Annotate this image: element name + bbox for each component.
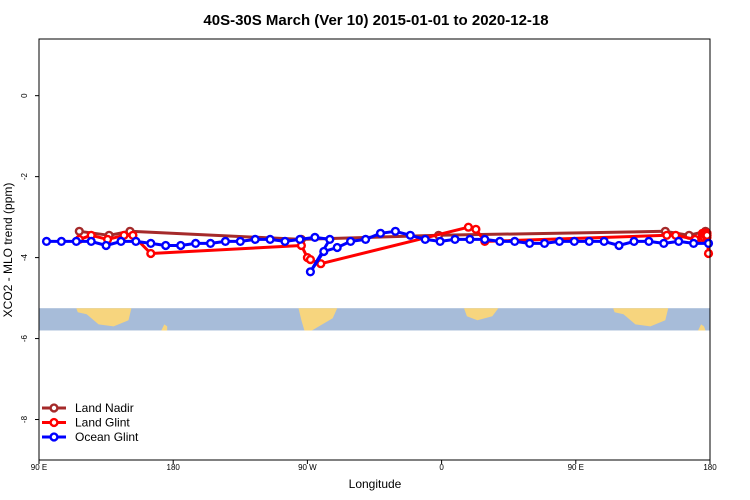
series-layer [41,222,714,277]
legend-item-land-nadir: Land Nadir [42,401,134,415]
data-point-ocean-glint-30 [450,234,460,245]
data-point-ocean-glint-12 [220,236,231,247]
x-tick-label-1: 180 [167,463,181,472]
legend-label-ocean-glint: Ocean Glint [75,430,139,444]
y-axis: 0 -2 -4 -6 -8 [20,93,39,423]
data-point-ocean-glint-7 [146,238,156,249]
land-mass-1 [464,308,499,321]
y-tick-label-0: 0 [20,93,29,98]
data-point-ocean-glint-9 [176,240,186,251]
plot-frame [38,38,711,461]
series-land-glint [74,222,714,269]
legend-marker-ocean-glint [49,432,59,442]
data-point-land-glint-5 [146,248,156,259]
x-axis-label: Longitude [349,477,402,491]
legend-item-ocean-glint: Ocean Glint [42,430,139,444]
data-point-ocean-glint-19 [325,234,335,245]
series-ocean-glint [41,226,714,277]
data-point-ocean-glint-34 [510,236,520,247]
data-point-ocean-glint-0 [41,236,52,247]
data-point-ocean-glint-2 [71,236,81,247]
data-point-land-glint-8 [305,255,316,265]
data-point-ocean-glint-38 [569,236,579,247]
land-mass-0 [298,308,338,331]
data-point-ocean-glint-11 [205,238,216,249]
data-point-land-glint-13 [662,230,672,240]
data-point-ocean-glint-32 [480,234,490,245]
ocean-band [39,308,710,331]
y-tick-label-4: -8 [20,415,29,423]
land-mass-2 [76,308,132,327]
data-point-ocean-glint-42 [629,236,639,247]
data-point-ocean-glint-33 [495,236,505,247]
data-point-ocean-glint-4 [101,240,111,251]
data-point-ocean-glint-18 [310,232,320,243]
data-point-ocean-glint-31 [465,234,475,245]
y-tick-label-2: -4 [20,253,29,261]
x-tick-label-3: 0 [439,463,444,472]
data-point-land-nadir-0 [74,226,84,236]
x-tick-label-0: 90 E [31,463,47,472]
legend-marker-land-glint [49,417,59,428]
legend-marker-land-nadir [49,403,59,413]
x-axis: 90 E 180 90 W 0 90 E 180 [31,460,717,472]
data-point-land-glint-10 [463,222,474,232]
data-point-ocean-glint-16 [280,236,290,247]
legend-item-land-glint: Land Glint [42,416,130,430]
data-point-land-glint-11 [471,224,481,234]
data-point-ocean-glint-37 [554,236,565,247]
data-point-ocean-glint-27 [405,230,415,240]
data-point-land-glint-45 [703,248,714,259]
data-point-ocean-glint-47 [703,238,714,249]
data-point-ocean-glint-21 [319,246,329,257]
y-tick-label-1: -2 [20,172,29,180]
data-point-ocean-glint-25 [375,228,386,238]
data-point-ocean-glint-22 [332,242,342,253]
data-point-ocean-glint-35 [524,238,535,249]
data-point-ocean-glint-14 [250,234,260,245]
data-point-ocean-glint-28 [420,234,430,245]
data-point-ocean-glint-8 [161,240,171,251]
legend-label-land-glint: Land Glint [75,416,130,430]
data-point-ocean-glint-24 [361,234,371,245]
data-point-ocean-glint-5 [116,236,126,247]
data-point-ocean-glint-20 [305,267,316,277]
y-axis-label: XCO2 - MLO trend (ppm) [1,183,15,318]
x-tick-label-5: 180 [703,463,717,472]
data-point-land-glint-44 [702,230,712,240]
data-point-ocean-glint-41 [614,240,624,251]
data-point-ocean-glint-10 [191,238,201,249]
data-point-ocean-glint-44 [659,238,669,249]
x-tick-label-4: 90 E [568,463,584,472]
data-point-ocean-glint-45 [674,236,684,247]
land-mass-4 [613,308,669,327]
land-mass-3 [161,324,168,331]
data-point-ocean-glint-15 [265,234,275,245]
data-point-ocean-glint-29 [435,236,445,247]
chart-title: 40S-30S March (Ver 10) 2015-01-01 to 202… [203,12,548,29]
data-point-ocean-glint-39 [584,236,594,247]
data-point-ocean-glint-26 [390,226,401,236]
x-tick-label-2: 90 W [298,463,317,472]
data-point-ocean-glint-6 [131,236,141,247]
data-point-ocean-glint-13 [235,236,245,247]
land-mass-5 [698,324,706,331]
data-point-ocean-glint-23 [346,236,356,247]
data-point-ocean-glint-1 [56,236,67,247]
legend-label-land-nadir: Land Nadir [75,401,134,415]
data-point-ocean-glint-43 [644,236,654,247]
data-point-ocean-glint-36 [539,238,550,249]
world-map-strip [39,308,710,331]
data-point-ocean-glint-46 [688,238,699,249]
data-point-ocean-glint-3 [86,236,96,247]
data-point-ocean-glint-40 [599,236,609,247]
data-point-ocean-glint-17 [295,234,305,245]
y-tick-label-3: -6 [20,334,29,342]
